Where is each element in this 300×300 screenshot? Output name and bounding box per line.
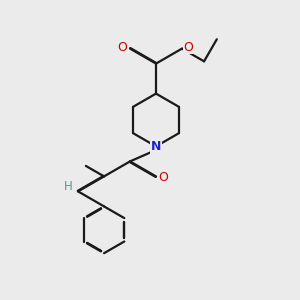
Text: O: O [118,40,128,54]
Text: H: H [64,180,73,194]
Text: O: O [184,40,194,54]
Text: N: N [151,140,161,153]
Text: O: O [159,171,168,184]
